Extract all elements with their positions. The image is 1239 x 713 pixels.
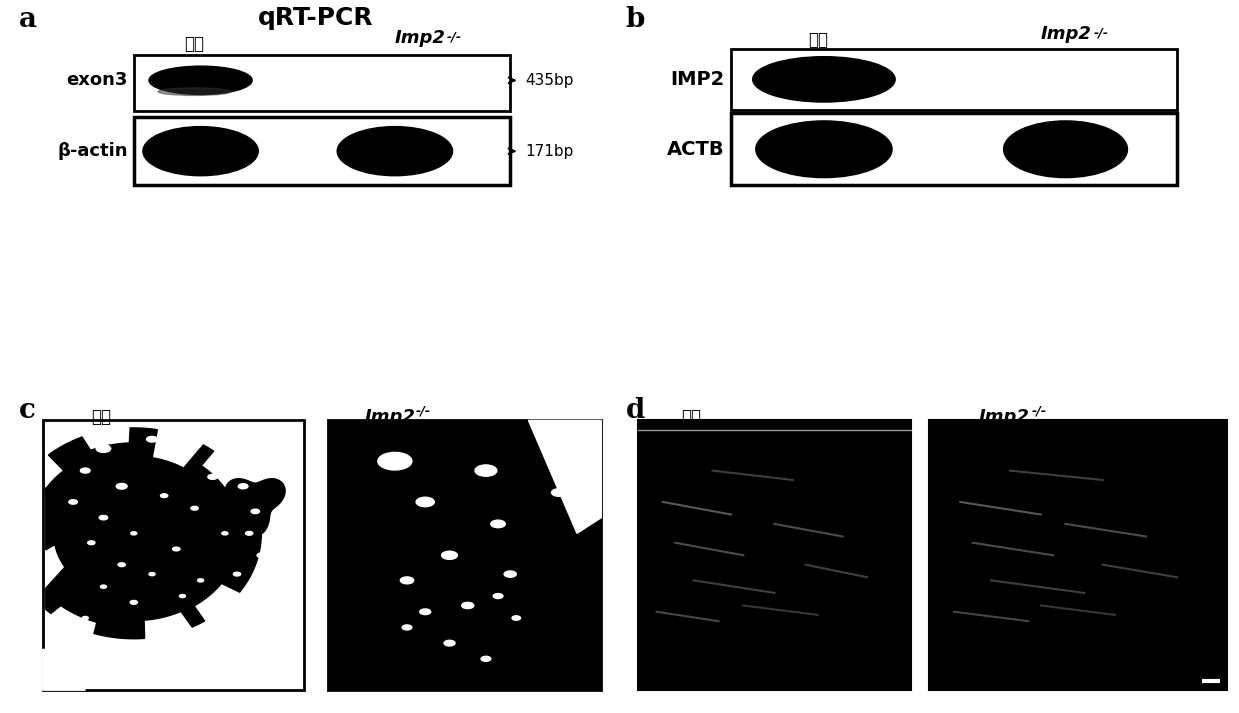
Ellipse shape	[752, 57, 895, 102]
Circle shape	[82, 617, 88, 620]
Polygon shape	[46, 428, 261, 639]
Circle shape	[222, 532, 228, 535]
Ellipse shape	[337, 127, 452, 175]
Polygon shape	[331, 433, 598, 655]
Text: Imp2: Imp2	[364, 408, 415, 426]
Circle shape	[116, 483, 128, 489]
Text: -/-: -/-	[416, 404, 431, 417]
Circle shape	[149, 573, 155, 575]
Text: b: b	[626, 6, 646, 33]
Ellipse shape	[1004, 121, 1127, 178]
Circle shape	[416, 497, 435, 507]
Circle shape	[131, 532, 136, 535]
Circle shape	[481, 656, 491, 662]
Circle shape	[551, 489, 566, 496]
Bar	[134, 117, 510, 185]
Bar	[929, 421, 1227, 690]
Polygon shape	[528, 421, 601, 533]
Bar	[42, 421, 304, 690]
Circle shape	[252, 509, 259, 513]
Text: 171bp: 171bp	[525, 143, 574, 159]
Text: β-actin: β-actin	[57, 142, 128, 160]
Circle shape	[504, 571, 517, 578]
Circle shape	[420, 609, 431, 615]
Circle shape	[264, 459, 271, 463]
Circle shape	[378, 452, 411, 470]
Circle shape	[400, 577, 414, 584]
Polygon shape	[42, 650, 85, 690]
Text: Imp2: Imp2	[395, 29, 446, 47]
Circle shape	[217, 604, 222, 607]
Text: a: a	[19, 6, 36, 33]
Circle shape	[97, 445, 110, 452]
Text: qRT-PCR: qRT-PCR	[258, 6, 374, 30]
Ellipse shape	[142, 127, 258, 175]
Text: Imp2: Imp2	[979, 408, 1030, 426]
Bar	[638, 421, 911, 690]
Circle shape	[238, 483, 248, 489]
Bar	[134, 55, 510, 111]
Text: d: d	[626, 397, 646, 424]
Circle shape	[178, 459, 187, 463]
Text: Imp2: Imp2	[1041, 26, 1092, 43]
Circle shape	[256, 553, 265, 558]
Circle shape	[188, 442, 201, 448]
Circle shape	[191, 506, 198, 510]
Text: ACTB: ACTB	[667, 140, 725, 159]
Text: 对照: 对照	[92, 408, 112, 426]
Circle shape	[118, 563, 125, 567]
Circle shape	[130, 600, 138, 604]
Bar	[328, 421, 601, 690]
Circle shape	[208, 474, 218, 479]
Circle shape	[491, 520, 506, 528]
Circle shape	[512, 616, 520, 620]
Text: c: c	[19, 397, 36, 424]
Circle shape	[197, 579, 203, 582]
Text: 对照: 对照	[808, 31, 828, 49]
Circle shape	[565, 468, 576, 473]
Bar	[731, 113, 1177, 185]
Circle shape	[493, 593, 503, 599]
Polygon shape	[225, 478, 285, 536]
Circle shape	[69, 500, 77, 504]
Bar	[731, 49, 1177, 110]
Circle shape	[233, 573, 240, 576]
Circle shape	[100, 585, 107, 588]
Circle shape	[403, 625, 411, 630]
Circle shape	[161, 622, 167, 626]
Text: 对照: 对照	[681, 408, 701, 426]
Circle shape	[444, 640, 455, 646]
Circle shape	[99, 515, 108, 520]
Text: -/-: -/-	[1093, 26, 1109, 40]
Text: -/-: -/-	[446, 31, 462, 43]
Circle shape	[88, 541, 95, 545]
Ellipse shape	[149, 66, 253, 95]
Text: 435bp: 435bp	[525, 73, 574, 88]
Text: -/-: -/-	[1031, 404, 1047, 417]
Text: IMP2: IMP2	[670, 70, 725, 89]
Circle shape	[441, 551, 457, 560]
Circle shape	[161, 494, 167, 498]
Circle shape	[81, 468, 90, 473]
Circle shape	[462, 602, 473, 609]
Circle shape	[172, 547, 180, 551]
Ellipse shape	[756, 121, 892, 178]
Circle shape	[146, 436, 157, 442]
Text: 对照: 对照	[185, 35, 204, 53]
Text: exon3: exon3	[67, 71, 128, 89]
Circle shape	[475, 465, 497, 476]
Circle shape	[245, 531, 253, 535]
Ellipse shape	[159, 88, 230, 96]
Circle shape	[180, 595, 186, 597]
